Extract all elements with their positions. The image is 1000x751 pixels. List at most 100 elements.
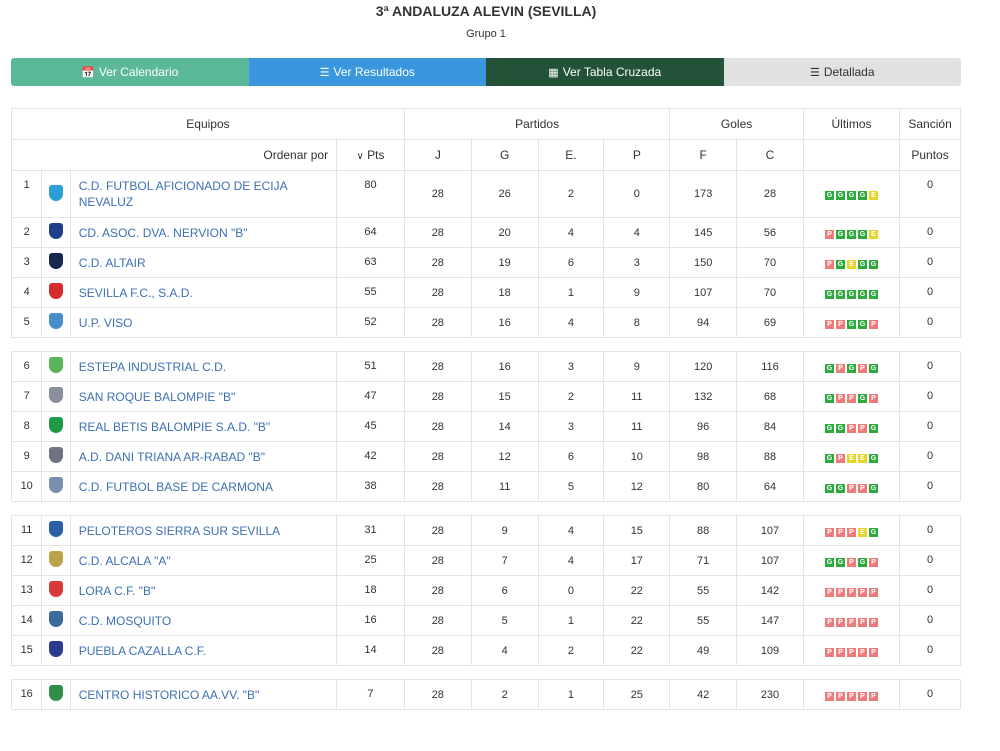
team-name-link[interactable]: REAL BETIS BALOMPIE S.A.D. "B" — [69, 411, 338, 442]
points-cell: 55 — [336, 277, 405, 308]
result-badge: P — [825, 587, 835, 597]
team-name-link[interactable]: LORA C.F. "B" — [69, 575, 338, 606]
goals-against-cell: 230 — [736, 679, 804, 710]
result-badge: G — [869, 527, 879, 537]
sanction-header: Sanción — [899, 108, 961, 140]
points-cell: 63 — [336, 247, 405, 278]
result-badge: P — [825, 691, 835, 701]
drawn-cell: 4 — [537, 307, 605, 338]
result-badge: P — [858, 363, 868, 373]
sanction-points-header: Puntos — [899, 139, 961, 171]
goals-for-cell: 98 — [669, 441, 738, 472]
table-row: 9 A.D. DANI TRIANA AR-RABAD "B" 42 28 12 6 10 9… — [10, 441, 961, 472]
table-row: 15 PUEBLA CAZALLA C.F. 14 28 4 2 22 49 109 P P P P P 0 — [10, 635, 961, 666]
results-tab[interactable]: ☰ Ver Resultados — [248, 58, 486, 86]
result-badge: G — [847, 229, 857, 239]
goals-for-cell: 49 — [669, 635, 738, 666]
drawn-cell: 1 — [537, 277, 605, 308]
won-cell: 15 — [470, 381, 539, 412]
position-cell: 2 — [10, 217, 43, 248]
result-badge: P — [847, 423, 857, 433]
points-header-label: Pts — [367, 148, 385, 162]
goals-against-cell: 142 — [736, 575, 804, 606]
separator-cell — [11, 665, 961, 680]
lost-cell: 22 — [603, 575, 671, 606]
points-cell: 47 — [336, 381, 405, 412]
calendar-tab[interactable]: 📅 Ver Calendario — [11, 58, 249, 86]
result-badge: P — [836, 617, 846, 627]
position-cell: 13 — [10, 575, 43, 606]
team-name-link[interactable]: ESTEPA INDUSTRIAL C.D. — [69, 351, 338, 382]
group-separator — [11, 501, 961, 516]
chevron-down-icon: ∨ — [356, 151, 364, 162]
team-logo — [41, 575, 71, 606]
team-name-link[interactable]: PUEBLA CAZALLA C.F. — [69, 635, 338, 666]
view-tabs: 📅 Ver Calendario ☰ Ver Resultados ▦ Ver … — [11, 58, 961, 86]
separator-cell — [11, 337, 961, 352]
goals-against-cell: 69 — [736, 307, 804, 338]
crosstable-tab[interactable]: ▦ Ver Tabla Cruzada — [486, 58, 724, 86]
sanction-cell: 0 — [899, 381, 961, 412]
result-badge: G — [825, 453, 835, 463]
goals-for-cell: 71 — [669, 545, 738, 576]
sort-points-header[interactable]: ∨ Pts — [336, 139, 405, 171]
played-cell: 28 — [403, 575, 472, 606]
result-badge: E — [869, 191, 879, 200]
result-badge: G — [825, 557, 835, 567]
result-badge: G — [825, 363, 835, 373]
result-badge: P — [836, 453, 846, 463]
won-cell: 11 — [470, 471, 539, 502]
drawn-cell: 5 — [537, 471, 605, 502]
result-badge: G — [836, 483, 846, 493]
result-badge: E — [869, 229, 879, 239]
result-badge: P — [847, 617, 857, 627]
sanction-cell: 0 — [899, 605, 961, 636]
team-name-link[interactable]: CENTRO HISTORICO AA.VV. "B" — [69, 679, 338, 710]
goals-for-cell: 150 — [669, 247, 738, 278]
shield-icon — [49, 283, 64, 299]
team-name-link[interactable]: PELOTEROS SIERRA SUR SEVILLA — [69, 515, 338, 546]
team-name-link[interactable]: SAN ROQUE BALOMPIE "B" — [69, 381, 338, 412]
lost-header: P — [603, 139, 671, 171]
team-name-link[interactable]: CD. ASOC. DVA. NERVION "B" — [69, 217, 338, 248]
played-cell: 28 — [403, 545, 472, 576]
result-badge: P — [836, 647, 846, 657]
shield-icon — [49, 417, 64, 433]
result-badge: G — [836, 423, 846, 433]
points-cell: 52 — [336, 307, 405, 338]
team-name-link[interactable]: C.D. ALTAIR — [69, 247, 338, 278]
goals-header: Goles — [669, 108, 804, 140]
points-cell: 45 — [336, 411, 405, 442]
result-badge: P — [869, 557, 879, 567]
goals-against-cell: 70 — [736, 247, 804, 278]
result-badge: G — [869, 423, 879, 433]
goals-for-cell: 55 — [669, 605, 738, 636]
detailed-tab[interactable]: ☰ Detallada — [723, 58, 961, 86]
sanction-cell: 0 — [899, 217, 961, 248]
table-row: 3 C.D. ALTAIR 63 28 19 6 3 150 70 P G E G G 0 — [10, 247, 961, 278]
result-badge: G — [858, 289, 868, 299]
position-cell: 4 — [10, 277, 43, 308]
result-badge: P — [825, 319, 835, 329]
played-cell: 28 — [403, 471, 472, 502]
drawn-cell: 3 — [537, 351, 605, 382]
team-name-link[interactable]: A.D. DANI TRIANA AR-RABAD "B" — [69, 441, 338, 472]
team-name-link[interactable]: SEVILLA F.C., S.A.D. — [69, 277, 338, 308]
team-name-link[interactable]: C.D. ALCALA "A" — [69, 545, 338, 576]
team-name-link[interactable]: U.P. VISO — [69, 307, 338, 338]
team-name-link[interactable]: C.D. MOSQUITO — [69, 605, 338, 636]
sanction-cell: 0 — [899, 515, 961, 546]
goals-against-cell: 70 — [736, 277, 804, 308]
team-name-link[interactable]: C.D. FUTBOL BASE DE CARMONA — [69, 471, 338, 502]
lost-cell: 4 — [603, 217, 671, 248]
won-cell: 7 — [470, 545, 539, 576]
team-name-link[interactable]: C.D. FUTBOL AFICIONADO DE ECIJA NEVALUZ — [69, 170, 338, 218]
result-badge: G — [825, 289, 835, 299]
result-badge: P — [858, 647, 868, 657]
sanction-cell: 0 — [899, 545, 961, 576]
sanction-cell: 0 — [899, 575, 961, 606]
